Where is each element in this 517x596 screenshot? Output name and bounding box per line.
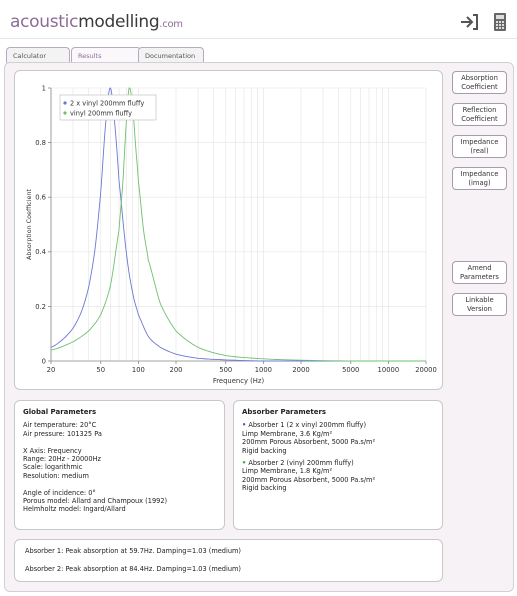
button-label-line2: Parameters (460, 272, 499, 281)
impedance-imag-button[interactable]: Impedance (imag) (452, 167, 507, 190)
button-label-line1: Impedance (460, 138, 499, 146)
x-tick-label: 20 (47, 366, 56, 374)
scale-setting: Scale: logarithmic (23, 463, 83, 472)
button-label-line2: Coefficient (461, 82, 498, 91)
angle-of-incidence: Angle of incidence: 0° (23, 488, 96, 497)
result-absorber-1: Absorber 1: Peak absorption at 59.7Hz. D… (25, 547, 241, 555)
x-tick-label: 50 (96, 366, 105, 374)
chart-legend (59, 94, 157, 121)
results-summary-panel: Absorber 1: Peak absorption at 59.7Hz. D… (14, 539, 443, 582)
chart-panel: 20 50 100 200 500 1000 2000 5000 10000 20000 0 0.2 0… (14, 70, 443, 390)
x-tick-label: 2000 (292, 366, 309, 374)
absorber-2-layer2: 200mm Porous Absorbent, 5000 Pa.s/m² (242, 475, 376, 484)
y-tick-label: 0.4 (35, 248, 46, 256)
button-label-line1: Impedance (460, 170, 499, 178)
y-tick-label: 0.6 (35, 194, 46, 202)
absorber-1-name: Absorber 1 (2 x vinyl 200mm fluffy) (248, 421, 367, 430)
absorption-coefficient-button[interactable]: Absorption Coefficient (452, 71, 507, 94)
series-bullet-icon: • (242, 459, 247, 468)
legend-marker-1 (63, 101, 67, 105)
absorber-1-layer2: 200mm Porous Absorbent, 5000 Pa.s/m² (242, 438, 376, 447)
tab-calculator[interactable]: Calculator (6, 47, 70, 63)
x-tick-label: 100 (132, 366, 145, 374)
series-line-2 (50, 87, 426, 362)
legend-label-1: 2 x vinyl 200mm fluffy (70, 99, 144, 107)
air-pressure: Air pressure: 101325 Pa (23, 429, 102, 438)
x-tick-label: 20000 (415, 366, 437, 374)
x-axis-label: Frequency (Hz) (213, 377, 265, 385)
x-tick-label: 10000 (378, 366, 400, 374)
x-tick-label: 200 (170, 366, 183, 374)
resolution-setting: Resolution: medium (23, 471, 89, 480)
tab-documentation[interactable]: Documentation (138, 47, 204, 63)
result-absorber-2: Absorber 2: Peak absorption at 84.4Hz. D… (25, 565, 241, 573)
absorber-2-name: Absorber 2 (vinyl 200mm fluffy) (248, 459, 354, 468)
x-tick-label: 5000 (342, 366, 359, 374)
absorber-1-backing: Rigid backing (242, 446, 287, 455)
series-bullet-icon: • (242, 421, 247, 430)
button-label-line2: (imag) (468, 178, 491, 187)
x-tick-label: 500 (219, 366, 232, 374)
x-axis-setting: X Axis: Frequency (23, 446, 82, 455)
calculator-icon[interactable] (490, 12, 510, 32)
button-label-line1: Amend (467, 264, 492, 272)
logo-part-modelling: modelling (78, 12, 160, 32)
button-label-line1: Linkable (465, 296, 494, 304)
absorber-2-backing: Rigid backing (242, 484, 287, 493)
logout-icon[interactable] (459, 12, 479, 32)
y-tick-label: 0.2 (35, 303, 46, 311)
panel-title: Absorber Parameters (242, 408, 327, 416)
button-label-line2: Version (467, 304, 492, 313)
panel-title: Global Parameters (23, 408, 97, 416)
amend-parameters-button[interactable]: Amend Parameters (452, 261, 507, 284)
button-label-line1: Reflection (462, 106, 497, 114)
global-parameters-panel: Global Parameters Air temperature: 20°C … (14, 400, 225, 530)
app-header: acousticmodelling.com (0, 0, 517, 46)
absorber-2-layer1: Limp Membrane, 1.8 Kg/m² (242, 467, 333, 476)
site-logo[interactable]: acousticmodelling.com (10, 12, 183, 32)
absorber-1-layer1: Limp Membrane, 3.6 Kg/m² (242, 429, 333, 438)
reflection-coefficient-button[interactable]: Reflection Coefficient (452, 103, 507, 126)
series-line-1 (50, 87, 426, 362)
legend-label-2: vinyl 200mm fluffy (70, 109, 132, 117)
absorption-chart: 20 50 100 200 500 1000 2000 5000 10000 20000 0 0.2 0… (25, 84, 437, 385)
absorber-2-title: • Absorber 2 (vinyl 200mm fluffy) (242, 459, 434, 467)
header-divider (0, 38, 517, 39)
button-label-line2: (real) (470, 146, 489, 155)
linkable-version-button[interactable]: Linkable Version (452, 293, 507, 316)
y-axis-label: Absorption Coefficient (25, 189, 33, 260)
porous-model: Porous model: Allard and Champoux (1992) (23, 497, 168, 506)
button-label-line2: Coefficient (461, 114, 498, 123)
y-tick-label: 0 (42, 357, 46, 365)
range-setting: Range: 20Hz - 20000Hz (23, 455, 101, 464)
logo-part-domain: .com (159, 19, 183, 30)
y-tick-label: 0.8 (35, 139, 46, 147)
legend-marker-2 (63, 111, 67, 115)
absorber-1-title: • Absorber 1 (2 x vinyl 200mm fluffy) (242, 421, 434, 429)
y-tick-label: 1 (42, 84, 46, 92)
impedance-real-button[interactable]: Impedance (real) (452, 135, 507, 158)
button-label-line1: Absorption (461, 74, 498, 82)
air-temperature: Air temperature: 20°C (23, 421, 97, 430)
absorber-parameters-panel: Absorber Parameters • Absorber 1 (2 x vi… (233, 400, 443, 530)
x-tick-label: 1000 (255, 366, 272, 374)
helmholtz-model: Helmholtz model: Ingard/Allard (23, 505, 126, 514)
logo-part-acoustic: acoustic (10, 12, 79, 32)
